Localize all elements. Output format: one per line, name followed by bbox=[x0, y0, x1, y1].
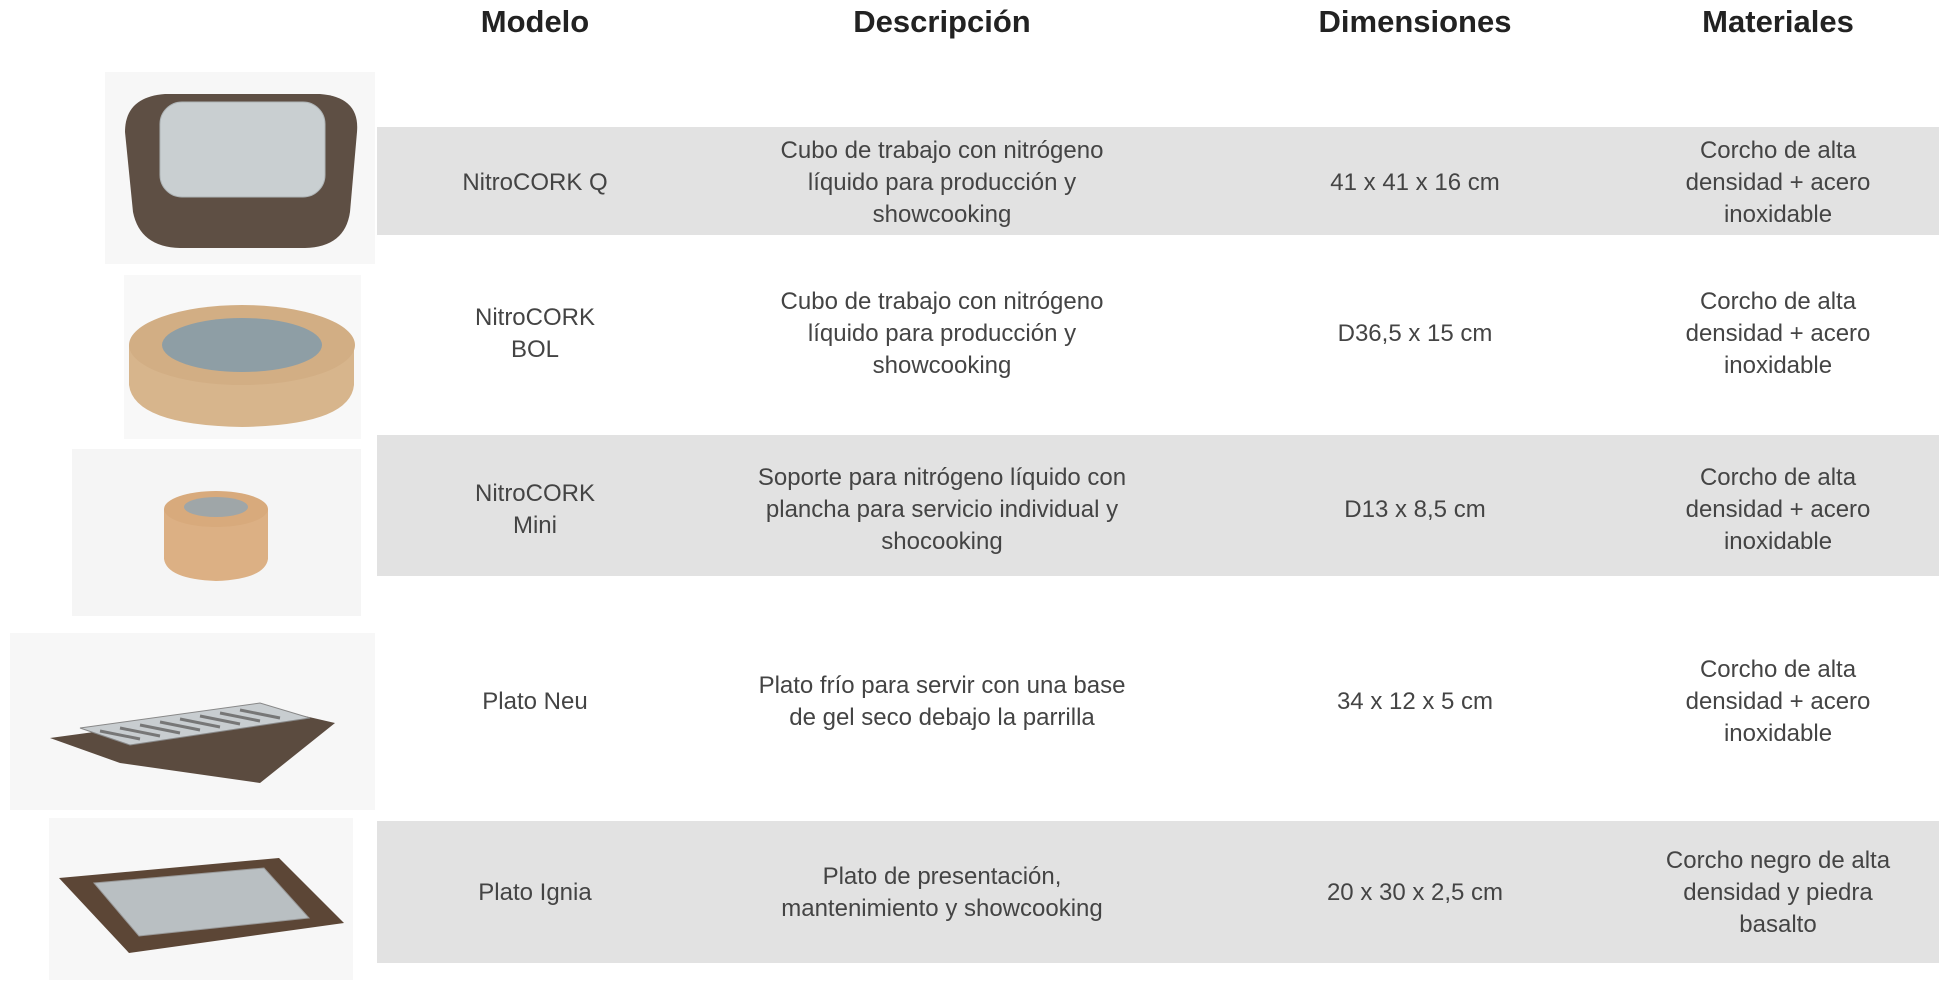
table-cell: Plato Neu bbox=[482, 688, 588, 715]
table-cell: NitroCORK BOL bbox=[474, 304, 595, 363]
column-header: Dimensiones bbox=[1318, 4, 1512, 39]
table-cell: Plato Ignia bbox=[478, 879, 592, 906]
product-image bbox=[10, 633, 375, 810]
product-image bbox=[49, 818, 353, 980]
table-cell: 34 x 12 x 5 cm bbox=[1336, 688, 1494, 715]
column-header: Descripción bbox=[853, 4, 1031, 39]
table-cell: Soporte para nitrógeno líquido con planc… bbox=[757, 464, 1127, 555]
table-cell: D13 x 8,5 cm bbox=[1344, 496, 1486, 523]
column-header: Modelo bbox=[480, 4, 590, 39]
table-cell: NitroCORK Mini bbox=[474, 480, 595, 539]
table-cell: Plato de presentación, mantenimiento y s… bbox=[781, 863, 1103, 922]
table-cell: D36,5 x 15 cm bbox=[1337, 320, 1493, 347]
row-band bbox=[377, 435, 1939, 576]
table-cell: Corcho de alta densidad + acero inoxidab… bbox=[1685, 137, 1871, 228]
row-band bbox=[377, 127, 1939, 235]
row-band bbox=[377, 821, 1939, 963]
table-cell: 20 x 30 x 2,5 cm bbox=[1326, 879, 1504, 906]
table-cell: Corcho negro de alta densidad y piedra b… bbox=[1665, 847, 1891, 938]
table-cell: NitroCORK Q bbox=[462, 169, 608, 196]
table-cell: Plato frío para servir con una base de g… bbox=[758, 672, 1126, 731]
table-cell: Cubo de trabajo con nitrógeno líquido pa… bbox=[780, 288, 1104, 379]
table-cell: Corcho de alta densidad + acero inoxidab… bbox=[1685, 464, 1871, 555]
column-header: Materiales bbox=[1702, 4, 1854, 39]
table-cell: 41 x 41 x 16 cm bbox=[1330, 169, 1500, 196]
table-cell: Corcho de alta densidad + acero inoxidab… bbox=[1685, 288, 1871, 379]
table-cell: Corcho de alta densidad + acero inoxidab… bbox=[1685, 656, 1871, 747]
table-cell: Cubo de trabajo con nitrógeno líquido pa… bbox=[780, 137, 1104, 228]
product-image bbox=[124, 275, 361, 439]
product-image bbox=[72, 449, 361, 616]
product-image bbox=[105, 72, 375, 264]
